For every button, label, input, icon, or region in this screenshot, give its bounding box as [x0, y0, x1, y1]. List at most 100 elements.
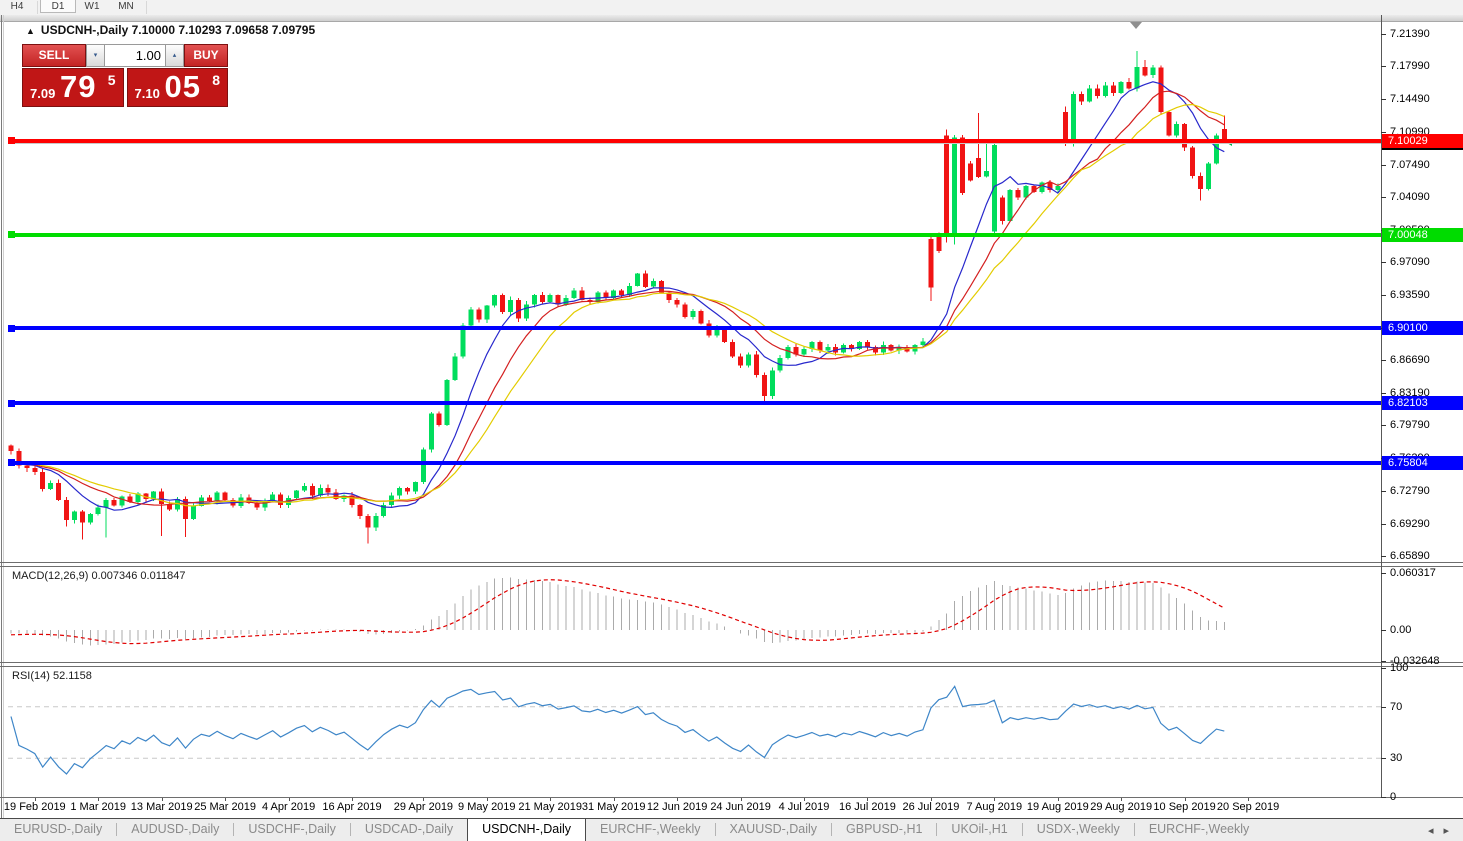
chart-tab-usdchf-daily[interactable]: USDCHF-,Daily: [248, 822, 336, 836]
chart-tab-eurchf-weekly[interactable]: EURCHF-,Weekly: [1148, 822, 1250, 836]
price-level-line-6.90100[interactable]: [8, 326, 1381, 331]
axis-tick: [1381, 706, 1386, 708]
chart-tab-audusd-daily[interactable]: AUDUSD-,Daily: [131, 822, 220, 836]
price-level-line-6.75804[interactable]: [8, 460, 1381, 465]
axis-tick: [1381, 573, 1386, 574]
chart-tab-gbpusd-h1[interactable]: GBPUSD-,H1: [846, 822, 923, 836]
chart-tab-usdcad-daily[interactable]: USDCAD-,Daily: [364, 822, 454, 836]
price-badge-7.00048: 7.00048: [1382, 227, 1463, 242]
price-axis-label: 7.04090: [1390, 190, 1430, 203]
price-axis-label: 6.65890: [1390, 549, 1430, 562]
level-anchor[interactable]: [8, 231, 15, 239]
rsi-pane-canvas[interactable]: [8, 667, 1381, 797]
date-axis-label: 16 Jul 2019: [838, 801, 896, 813]
ma-8-line: [10, 81, 1225, 511]
tab-scroll-left-icon[interactable]: ◂: [1427, 824, 1434, 837]
price-level-line-7.00048[interactable]: [8, 232, 1381, 237]
volume-input[interactable]: [105, 44, 165, 67]
level-anchor[interactable]: [8, 459, 15, 466]
macd-axis-label: 0.060317: [1390, 567, 1436, 579]
date-tick: [1184, 798, 1186, 801]
date-axis-label: 16 Apr 2019: [322, 801, 382, 813]
price-level-line-6.82103[interactable]: [8, 401, 1381, 406]
macd-histogram: [10, 577, 1225, 646]
toolbar-separator: [37, 1, 38, 14]
timeframe-button-h4[interactable]: H4: [10, 1, 24, 12]
buy-button[interactable]: BUY: [184, 44, 228, 67]
date-tick: [804, 798, 805, 801]
timeframe-button-mn[interactable]: MN: [118, 1, 134, 12]
rsi-indicator-label: RSI(14) 52.1158: [12, 670, 92, 682]
price-axis-label: 7.14490: [1390, 92, 1430, 105]
rsi-line: [10, 685, 1225, 775]
tab-separator: [936, 823, 938, 836]
pane-separator[interactable]: [0, 562, 1463, 563]
date-tick: [486, 798, 488, 801]
date-axis-label: 12 Jun 2019: [646, 801, 708, 813]
date-axis-label: 13 Mar 2019: [130, 801, 193, 813]
chart-tab-usdcnh-daily[interactable]: USDCNH-,Daily: [467, 819, 587, 841]
axis-tick: [1381, 668, 1386, 669]
pane-separator[interactable]: [0, 566, 1463, 567]
level-anchor[interactable]: [8, 399, 15, 407]
buy-price-pip: 8: [212, 72, 220, 88]
chart-tab-eurchf-weekly[interactable]: EURCHF-,Weekly: [600, 822, 701, 836]
date-tick: [352, 798, 353, 801]
chart-tab-ukoil-h1[interactable]: UKOil-,H1: [951, 822, 1008, 836]
macd-axis-label: -0.032648: [1390, 654, 1440, 667]
price-axis-label: 6.97090: [1390, 256, 1430, 269]
date-tick: [423, 798, 425, 801]
price-axis-separator: [1381, 15, 1382, 798]
level-anchor[interactable]: [8, 324, 15, 332]
date-axis-label: 24 Jun 2019: [710, 801, 771, 813]
axis-tick: [1381, 758, 1386, 760]
sell-price-box[interactable]: 7.09 79 5: [22, 68, 124, 107]
chart-tab-usdx-weekly[interactable]: USDX-,Weekly: [1036, 822, 1120, 836]
sell-price-main: 79: [60, 69, 97, 104]
axis-tick: [1381, 262, 1386, 264]
pane-separator[interactable]: [0, 666, 1463, 667]
sell-button[interactable]: SELL: [22, 44, 86, 67]
axis-tick: [1381, 797, 1386, 798]
date-axis-label: 19 Feb 2019: [3, 801, 66, 813]
axis-tick: [1381, 555, 1386, 557]
level-anchor[interactable]: [8, 137, 15, 145]
price-badge-6.75804: 6.75804: [1382, 455, 1463, 470]
price-axis-label: 6.83190: [1390, 387, 1430, 399]
price-axis-label: 6.79790: [1390, 419, 1430, 431]
date-axis-label: 26 Jul 2019: [902, 801, 960, 813]
date-tick: [740, 798, 742, 801]
volume-increase-button[interactable]: ▴: [165, 44, 184, 67]
date-tick: [98, 798, 100, 801]
rsi-axis-label: 100: [1390, 662, 1409, 674]
tab-scroll-right-icon[interactable]: ▸: [1443, 824, 1449, 837]
macd-signal-line: [10, 579, 1225, 645]
chart-symbol-period: USDCNH-,Daily: [40, 23, 129, 37]
axis-tick: [1381, 65, 1386, 67]
timeframe-button-w1[interactable]: W1: [84, 1, 100, 12]
sell-price-prefix: 7.09: [30, 86, 56, 101]
volume-decrease-button[interactable]: ▾: [86, 44, 105, 67]
timeframe-button-d1[interactable]: D1: [40, 0, 76, 13]
date-tick: [613, 798, 615, 801]
window-border: [1, 15, 2, 818]
price-axis-label: 7.21390: [1390, 28, 1430, 40]
date-axis-label: 29 Apr 2019: [393, 801, 454, 813]
chart-tab-eurusd-daily[interactable]: EURUSD-,Daily: [14, 822, 103, 836]
date-tick: [225, 798, 227, 801]
tab-separator: [714, 823, 716, 836]
price-badge-7.10029: 7.10029: [1382, 133, 1463, 148]
date-axis-label: 19 Aug 2019: [1026, 801, 1089, 813]
collapse-panel-icon[interactable]: ▲: [26, 26, 35, 36]
date-axis-label: 7 Aug 2019: [966, 801, 1023, 813]
date-tick: [867, 798, 869, 801]
tab-separator: [116, 823, 118, 836]
chart-tab-xauusd-daily[interactable]: XAUUSD-,Daily: [729, 822, 818, 836]
axis-tick: [1381, 360, 1386, 362]
buy-price-box[interactable]: 7.10 05 8: [126, 68, 228, 107]
price-level-line-7.10029[interactable]: [8, 138, 1381, 143]
axis-tick: [1381, 98, 1386, 100]
macd-pane-canvas[interactable]: [8, 567, 1381, 662]
buy-price-prefix: 7.10: [134, 86, 160, 101]
pane-separator[interactable]: [0, 662, 1463, 663]
